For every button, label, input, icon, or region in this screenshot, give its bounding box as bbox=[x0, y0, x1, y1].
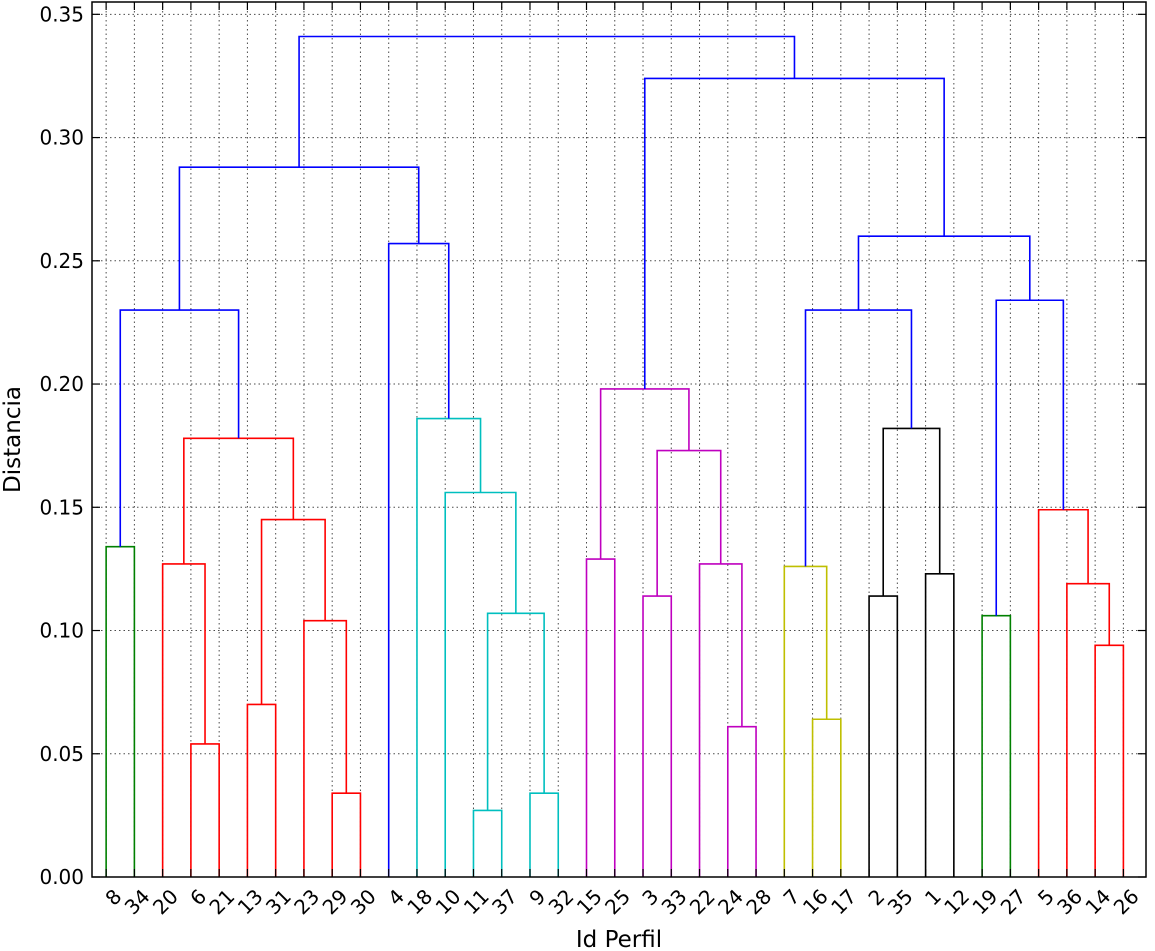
y-tick-label: 0.25 bbox=[39, 249, 84, 273]
dendrogram-link bbox=[783, 565, 828, 877]
dendrogram-link bbox=[119, 309, 240, 547]
dendrogram-links bbox=[105, 35, 1125, 877]
dendrogram-link bbox=[260, 518, 326, 705]
y-tick-label: 0.15 bbox=[39, 495, 84, 519]
x-axis-title: Id Perfil bbox=[576, 927, 662, 951]
dendrogram-link bbox=[857, 235, 1031, 311]
plot-frame bbox=[91, 1, 1147, 878]
dendrogram-link bbox=[183, 437, 295, 564]
y-axis-title: Distancia bbox=[0, 386, 26, 493]
dendrogram-link bbox=[811, 718, 842, 877]
dendrogram-link bbox=[698, 563, 743, 877]
y-tick-label: 0.20 bbox=[39, 372, 84, 396]
dendrogram-link bbox=[804, 309, 913, 567]
dendrogram-link bbox=[444, 491, 517, 877]
y-tick-label: 0.05 bbox=[39, 742, 84, 766]
y-tick-label: 0.00 bbox=[39, 865, 84, 889]
dendrogram-link bbox=[161, 563, 206, 877]
y-tick-label: 0.35 bbox=[39, 2, 84, 26]
y-tick-label: 0.30 bbox=[39, 126, 84, 150]
y-tick-label: 0.10 bbox=[39, 619, 84, 643]
dendrogram-link bbox=[486, 612, 545, 811]
dendrogram-link bbox=[599, 388, 690, 560]
dendrogram-link bbox=[726, 725, 757, 877]
y-axis-ticks: 0.00 0.05 0.10 0.15 0.20 0.25 0.30 0.35 bbox=[39, 2, 1146, 889]
dendrogram-link bbox=[472, 809, 503, 877]
dendrogram-link bbox=[656, 449, 722, 597]
dendrogram-link bbox=[1094, 644, 1125, 877]
dendrogram-link bbox=[178, 166, 420, 311]
dendrogram-link bbox=[246, 703, 277, 877]
dendrogram-link bbox=[298, 35, 796, 168]
